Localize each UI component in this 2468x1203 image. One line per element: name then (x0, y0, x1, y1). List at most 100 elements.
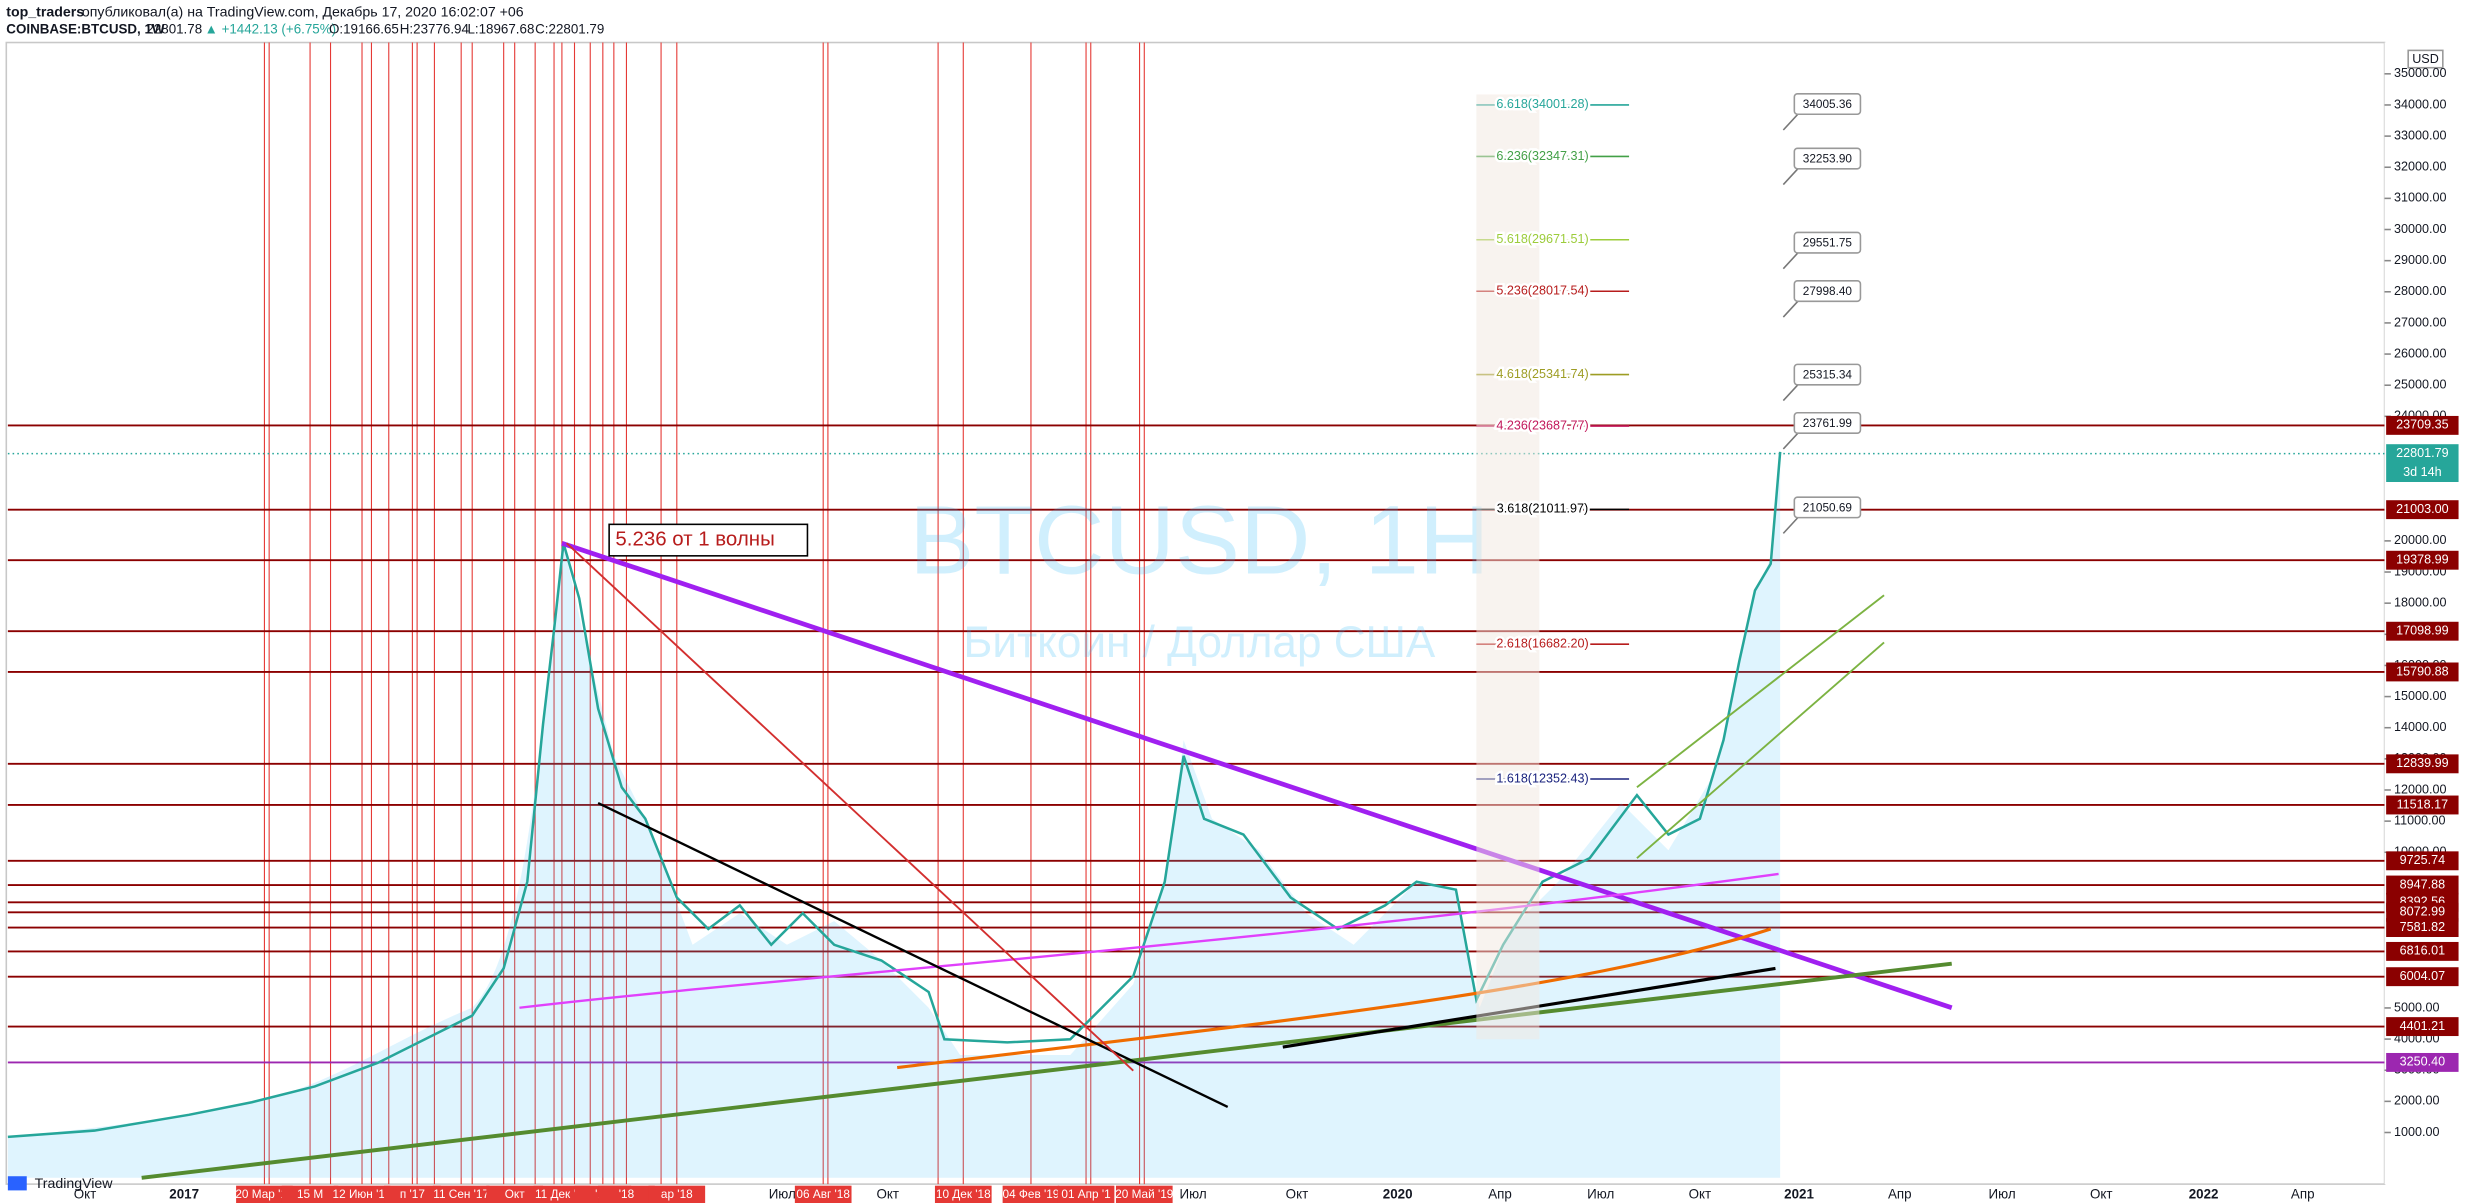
level-label: 6004.07 (2400, 969, 2445, 983)
annotation-box (608, 523, 809, 557)
y-tick-label: 28000.00 (2394, 284, 2446, 298)
level-tag (2386, 550, 2459, 570)
date-mark: 20 Май '19 (1115, 1187, 1173, 1201)
level-label: 9725.74 (2400, 853, 2445, 867)
date-tag (648, 1185, 706, 1203)
x-tick-label: Июл (1989, 1187, 2016, 1202)
x-tick-label: 2022 (2189, 1187, 2219, 1202)
y-tick-label: 26000.00 (2394, 346, 2446, 360)
callout-label: 34005.36 (1803, 97, 1853, 111)
channel-line (1636, 594, 1885, 789)
trendline (561, 540, 1953, 1010)
fib-label: 4.618(25341.74) (1496, 367, 1588, 381)
level-tag (2386, 415, 2459, 435)
callout-label: 32253.90 (1803, 151, 1853, 165)
date-mark: 12 Июн '17 (333, 1187, 392, 1201)
x-tick-label: Окт (2090, 1187, 2113, 1202)
ohlc-open: O:19166.65 (329, 21, 399, 36)
level-label: 8072.99 (2400, 905, 2445, 919)
trendline (896, 927, 1772, 1070)
callout-box (1793, 280, 1862, 303)
fib-label: 2.618(16682.20) (1496, 637, 1588, 651)
y-tick-label: 1000.00 (2394, 1125, 2439, 1139)
trendline (141, 961, 1952, 1180)
x-tick-label: 2021 (1784, 1187, 1814, 1202)
symbol: COINBASE:BTCUSD, 1W (6, 21, 165, 36)
date-mark: Окт (505, 1187, 525, 1201)
level-label: 6816.01 (2400, 944, 2445, 958)
level-label: 3250.40 (2400, 1055, 2445, 1069)
level-tag (2386, 754, 2459, 774)
level-tag (2386, 918, 2459, 938)
date-mark: '18 (619, 1187, 635, 1201)
date-tag (236, 1185, 293, 1203)
y-tick-label: 25000.00 (2394, 378, 2446, 392)
callout-label: 23761.99 (1803, 416, 1852, 430)
date-tag (384, 1185, 441, 1203)
trendline (597, 801, 1229, 1109)
date-tag (281, 1185, 339, 1203)
author: top_traders (6, 4, 84, 20)
level-label: 23709.35 (2396, 418, 2448, 432)
callout-label: 25315.34 (1803, 367, 1853, 381)
y-tick-label: 29000.00 (2394, 253, 2446, 267)
date-tag (794, 1185, 852, 1203)
moving-average (519, 872, 1779, 1009)
callout-box (1793, 496, 1862, 519)
date-mark: 10 Дек '18 (936, 1187, 991, 1201)
date-mark: п '17 (400, 1187, 425, 1201)
date-mark: 15 М (297, 1187, 323, 1201)
watermark-subtitle: Биткоин / Доллар США (963, 618, 1435, 667)
date-mark: 11 Сен '17 (433, 1187, 489, 1201)
x-tick-label: 2017 (169, 1187, 199, 1202)
date-mark: 20 Мар '17 (235, 1187, 293, 1201)
x-tick-label: Апр (1488, 1187, 1512, 1202)
price-path (7, 451, 1782, 1139)
level-label: 21003.00 (2396, 502, 2448, 516)
y-tick-label: 18000.00 (2394, 595, 2446, 609)
x-tick-label: Окт (876, 1187, 899, 1202)
volume-area (7, 451, 1781, 1178)
x-tick-label: Июл (1180, 1187, 1207, 1202)
x-tick-label: Окт (1689, 1187, 1712, 1202)
date-tag (486, 1185, 544, 1203)
channel-line (1636, 641, 1885, 859)
fib-label: 4.236(23687.77) (1496, 418, 1588, 432)
fib-zone (1476, 94, 1540, 1040)
level-label: 7581.82 (2400, 920, 2445, 934)
callout-label: 21050.69 (1803, 500, 1852, 514)
current-price-tag (2386, 444, 2459, 482)
trendline (565, 542, 1134, 1072)
level-tag (2386, 875, 2459, 895)
date-mark: 06 Авг '18 (796, 1187, 850, 1201)
y-tick-label: 14000.00 (2394, 720, 2446, 734)
y-tick-label: 27000.00 (2394, 315, 2446, 329)
level-tag (2386, 902, 2459, 922)
level-tag (2386, 1017, 2459, 1037)
countdown: 3d 14h (2403, 465, 2441, 479)
ohlc-low: L:18967.68 (467, 21, 534, 36)
x-tick-label: Окт (74, 1187, 97, 1202)
fib-label: 5.618(29671.51) (1496, 232, 1588, 246)
level-label: 12839.99 (2396, 756, 2448, 770)
date-mark: ар '18 (661, 1187, 693, 1201)
date-tag (1057, 1185, 1115, 1203)
fib-label: 6.236(32347.31) (1496, 149, 1588, 163)
level-tag (2386, 795, 2459, 815)
level-tag (2386, 1052, 2459, 1072)
x-tick-label: Окт (1286, 1187, 1309, 1202)
price-axis (2384, 42, 2468, 1185)
y-tick-label: 31000.00 (2394, 191, 2446, 205)
y-tick-label: 11000.00 (2394, 813, 2446, 827)
ohlc-close: C:22801.79 (535, 21, 604, 36)
level-label: 8947.88 (2400, 877, 2445, 891)
callout-label: 29551.75 (1803, 236, 1853, 250)
logo-icon (7, 1176, 27, 1191)
footer-logo: TradingView (35, 1176, 114, 1192)
callout-box (1793, 147, 1862, 170)
fib-label: 6.618(34001.28) (1496, 97, 1588, 111)
level-tag (2386, 662, 2459, 682)
